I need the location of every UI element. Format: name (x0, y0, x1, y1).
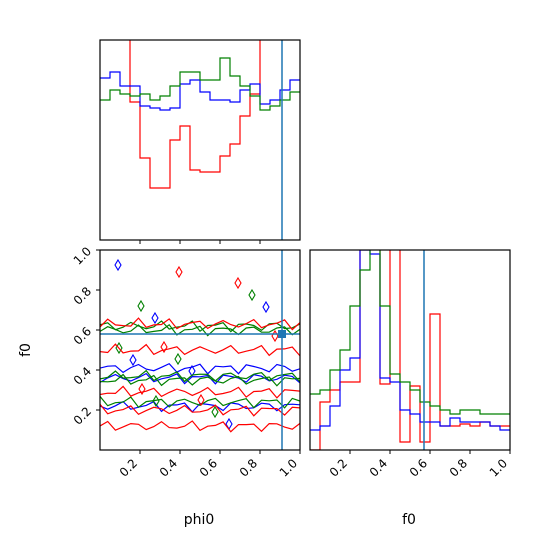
contour-island-series-2 (138, 382, 146, 396)
contour-ytick-label: 1.0 (71, 244, 94, 267)
contour-island-series-2 (175, 265, 183, 279)
contour-line-series-2 (100, 343, 300, 357)
contour-line-series-1 (100, 369, 300, 383)
contour-xtick-label: 0.6 (197, 456, 220, 479)
contour-xtick-label: 0.4 (157, 456, 180, 479)
contour-truth-marker (278, 330, 286, 338)
panel-phi0-f0-contour: 0.2 0.4 0.6 0.8 1.0 0.2 0.4 0.6 0.8 1.0 (71, 244, 301, 480)
contour-island-series-0 (114, 258, 122, 272)
phi0-hist-series-1 (100, 71, 300, 111)
contour-island-series-1 (211, 405, 219, 419)
contour-ytick-label: 0.8 (71, 284, 94, 307)
contour-xtick-label: 1.0 (277, 456, 300, 479)
contour-island-series-2 (197, 393, 205, 407)
phi0-hist-series-2 (100, 57, 300, 111)
f0-xtick-label: 0.4 (367, 456, 390, 479)
contour-island-series-2 (271, 329, 279, 343)
f0-hist-series-2 (310, 250, 510, 415)
y-axis-label-f0: f0 (18, 343, 34, 357)
phi0-series-group (100, 40, 300, 189)
phi0-frame (99, 39, 301, 241)
contour-island-series-0 (262, 300, 270, 314)
contour-line-series-1 (100, 396, 300, 409)
contour-ytick-label: 0.4 (71, 364, 94, 387)
contour-island-series-1 (137, 299, 145, 313)
contour-frame (99, 249, 301, 451)
contour-xtick-label: 0.8 (237, 456, 260, 479)
contour-island-series-0 (151, 311, 159, 325)
f0-xtick-label: 0.6 (407, 456, 430, 479)
f0-xtick-label: 0.8 (447, 456, 470, 479)
f0-series-group (310, 250, 510, 450)
contour-island-series-1 (248, 288, 256, 302)
contour-line-series-2 (100, 385, 300, 399)
f0-xtick-label: 0.2 (327, 456, 350, 479)
contour-island-series-1 (174, 352, 182, 366)
f0-hist-series-0 (310, 250, 510, 450)
contour-line-series-2 (100, 420, 300, 433)
contour-xtick-label: 0.2 (117, 456, 140, 479)
contour-line-series-2 (100, 403, 300, 417)
x-axis-label-f0: f0 (402, 512, 416, 528)
contour-line-series-1 (100, 323, 300, 337)
contour-ytick-label: 0.6 (71, 324, 94, 347)
x-axis-label-phi0: phi0 (184, 512, 215, 528)
contour-line-series-0 (100, 372, 300, 385)
contour-series-group (100, 258, 300, 433)
phi0-hist-series-0 (129, 40, 261, 189)
contour-island-series-2 (160, 340, 168, 354)
panel-phi0-hist (99, 39, 301, 244)
f0-frame (309, 249, 511, 451)
contour-line-series-0 (100, 362, 300, 375)
contour-ytick-label: 0.2 (71, 404, 94, 427)
contour-island-series-0 (129, 353, 137, 367)
panel-f0-hist: 0.2 0.4 0.6 0.8 1.0 (309, 249, 511, 480)
contour-island-series-2 (234, 276, 242, 290)
f0-xtick-label: 1.0 (487, 456, 510, 479)
contour-line-series-2 (100, 317, 300, 331)
contour-island-series-1 (152, 394, 160, 408)
